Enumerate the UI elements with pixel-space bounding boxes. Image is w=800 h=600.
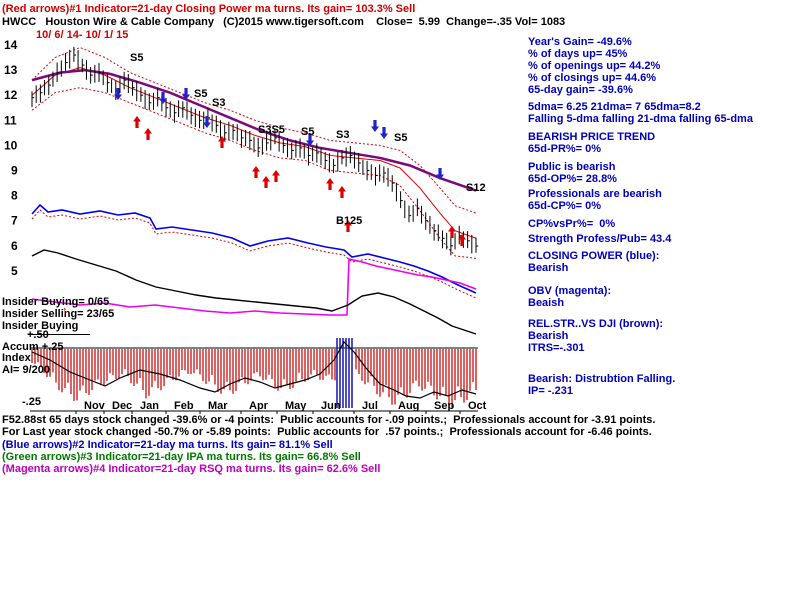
- label-closing-power-state: Bearish: [528, 262, 569, 274]
- stat-65d-pr: 65d-PR%= 0%: [528, 143, 602, 155]
- svg-text:S5: S5: [194, 88, 207, 100]
- summary-65day: F52.88st 65 days stock changed -39.6% or…: [2, 414, 656, 426]
- stat-dma-values: 5dma= 6.25 21dma= 7 65dma=8.2: [528, 101, 701, 113]
- svg-text:5: 5: [11, 264, 18, 278]
- closing-power-line: [31, 203, 477, 299]
- svg-text:S5: S5: [130, 52, 143, 64]
- svg-text:Apr: Apr: [249, 400, 269, 412]
- stat-65d-op: 65d-OP%= 28.8%: [528, 173, 617, 185]
- signal-arrows: [114, 88, 466, 246]
- svg-text:Mar: Mar: [208, 400, 228, 412]
- svg-text:May: May: [285, 400, 307, 412]
- svg-text:Oct: Oct: [468, 400, 487, 412]
- label-relstr-state: Bearish: [528, 330, 569, 342]
- relative-strength-line: [31, 249, 477, 335]
- label-obv-state: Beaish: [528, 297, 565, 309]
- label-closing-power: CLOSING POWER (blue):: [528, 250, 660, 262]
- ai-count: AI= 9/200: [2, 364, 51, 376]
- label-obv: OBV (magenta):: [528, 285, 612, 297]
- summary-year: For Last year stock changed -50.7% or -5…: [2, 426, 652, 438]
- svg-text:S5: S5: [394, 132, 407, 144]
- svg-text:14: 14: [4, 38, 18, 52]
- svg-text:12: 12: [4, 88, 18, 102]
- signal-legend-red: (Red arrows)#1 Indicator=21-day Closing …: [2, 3, 416, 15]
- stat-cp-vs-pr: CP%vsPr%= 0%: [528, 218, 616, 230]
- stat-65day-gain: 65-day gain= -39.6%: [528, 84, 633, 96]
- ma65-line: [31, 68, 477, 192]
- price-bars: [31, 46, 479, 256]
- svg-text:Jan: Jan: [140, 400, 159, 412]
- label-distribution: Bearish: Distrubtion Falling.: [528, 373, 676, 385]
- accum-index-panel: [30, 338, 478, 408]
- insider-buying-count: Insider Buying= 0/65: [2, 296, 110, 308]
- svg-text:Jun: Jun: [321, 400, 341, 412]
- insider-selling-arrow-icon: ↑: [62, 305, 68, 317]
- svg-text:10: 10: [4, 138, 18, 152]
- svg-text:7: 7: [11, 214, 18, 228]
- label-relstr: REL.STR..VS DJI (brown):: [528, 318, 664, 330]
- label-public-bearish: Public is bearish: [528, 161, 616, 173]
- date-range: 10/ 6/ 14- 10/ 1/ 15: [36, 29, 129, 41]
- accum-scale-plus: +.50: [27, 329, 49, 341]
- stat-itrs: ITRS=-.301: [528, 342, 585, 354]
- svg-text:13: 13: [4, 63, 18, 77]
- svg-text:11: 11: [4, 113, 17, 127]
- svg-text:Dec: Dec: [112, 400, 132, 412]
- svg-text:B125: B125: [336, 215, 362, 227]
- svg-text:S3: S3: [212, 97, 225, 109]
- accum-index-label-1: Accum +.25: [2, 341, 64, 353]
- stat-openings-up: % of openings up= 44.2%: [528, 60, 661, 72]
- stat-ip: IP= -.231: [528, 385, 573, 397]
- stat-strength-ratio: Strength Profess/Pub= 43.4: [528, 233, 672, 245]
- insider-buying-label: Insider Buying: [2, 320, 79, 332]
- time-axis: Nov Dec Jan Feb Mar Apr May Jun Jul Aug Sep Oct: [30, 400, 487, 414]
- signal-legend-green: (Green arrows)#3 Indicator=21-day IPA ma…: [2, 451, 361, 463]
- label-professionals-bearish: Professionals are bearish: [528, 188, 662, 200]
- svg-text:Nov: Nov: [84, 400, 106, 412]
- svg-text:S3: S3: [336, 129, 349, 141]
- label-bearish-price-trend: BEARISH PRICE TREND: [528, 131, 656, 143]
- svg-text:Aug: Aug: [398, 400, 419, 412]
- stat-65d-cp: 65d-CP%= 0%: [528, 200, 602, 212]
- price-axis-labels: 14 13 12 11 10 9 8 7 6 5: [4, 38, 18, 278]
- price-bands: [31, 46, 477, 259]
- svg-text:S5: S5: [301, 126, 314, 138]
- svg-text:Sep: Sep: [434, 400, 454, 412]
- obv-line: [31, 258, 477, 316]
- accum-scale-minus: -.25: [22, 396, 41, 408]
- svg-text:S12: S12: [466, 182, 486, 194]
- signal-legend-blue: (Blue arrows)#2 Indicator=21-day ma turn…: [2, 439, 333, 451]
- insider-selling-count: Insider Selling= 23/65: [2, 308, 115, 320]
- accum-index-label-2: Index: [2, 352, 31, 364]
- signal-legend-magenta: (Magenta arrows)#4 Indicator=21-day RSQ …: [2, 463, 381, 475]
- stat-years-gain: Year's Gain= -49.6%: [528, 36, 632, 48]
- stat-dma-trend: Falling 5-dma falling 21-dma falling 65-…: [528, 113, 753, 125]
- accum-scale-line: [28, 334, 90, 335]
- stat-closings-up: % of closings up= 44.6%: [528, 72, 657, 84]
- title-bar: HWCC Houston Wire & Cable Company (C)201…: [2, 16, 566, 28]
- svg-text:9: 9: [11, 164, 18, 178]
- svg-text:Feb: Feb: [174, 400, 194, 412]
- svg-text:Jul: Jul: [362, 400, 378, 412]
- svg-text:6: 6: [11, 239, 18, 253]
- svg-text:8: 8: [11, 189, 18, 203]
- stat-days-up: % of days up= 45%: [528, 48, 628, 60]
- svg-text:S3S5: S3S5: [258, 124, 285, 136]
